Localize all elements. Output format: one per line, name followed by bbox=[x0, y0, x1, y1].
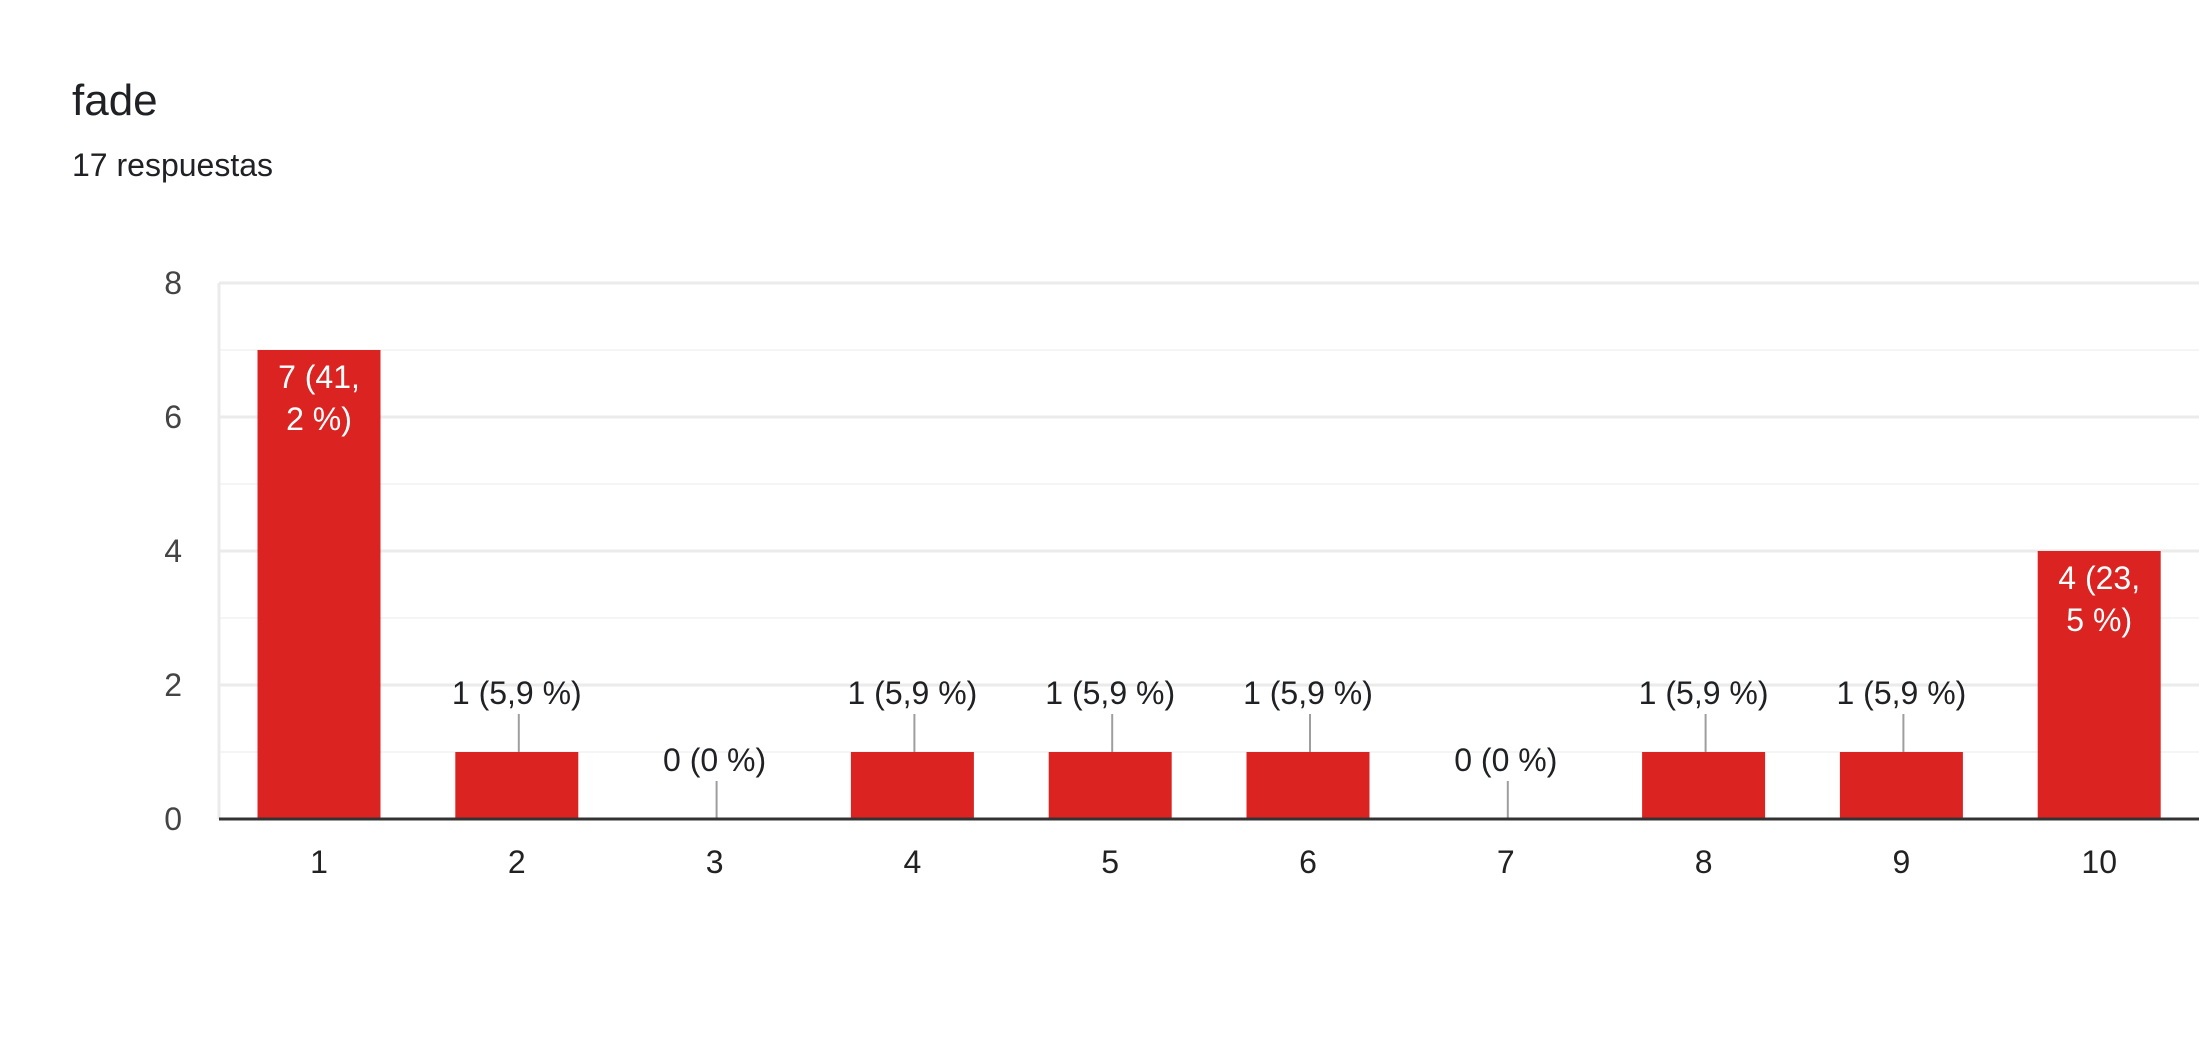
bar bbox=[1246, 752, 1370, 819]
bar-data-label: 1 (5,9 %) bbox=[847, 675, 977, 711]
bar bbox=[1048, 752, 1172, 819]
bar-data-label: 4 (23, 5 %) bbox=[2058, 560, 2140, 638]
x-tick-label: 2 bbox=[508, 844, 526, 880]
bar-data-label: 1 (5,9 %) bbox=[1836, 675, 1966, 711]
bar bbox=[455, 752, 579, 819]
x-tick-label: 7 bbox=[1497, 844, 1515, 880]
y-tick-label: 0 bbox=[164, 801, 182, 837]
x-tick-label: 5 bbox=[1101, 844, 1119, 880]
y-tick-label: 8 bbox=[164, 265, 182, 301]
bar-data-label: 1 (5,9 %) bbox=[1639, 675, 1769, 711]
bar bbox=[850, 752, 974, 819]
x-tick-label: 3 bbox=[706, 844, 724, 880]
bar-data-label: 1 (5,9 %) bbox=[1045, 675, 1175, 711]
x-tick-label: 9 bbox=[1893, 844, 1911, 880]
bar bbox=[2037, 551, 2161, 819]
y-tick-label: 2 bbox=[164, 667, 182, 703]
bar bbox=[1839, 752, 1963, 819]
y-tick-label: 6 bbox=[164, 399, 182, 435]
x-tick-label: 1 bbox=[310, 844, 328, 880]
y-tick-label: 4 bbox=[164, 533, 182, 569]
response-count: 17 respuestas bbox=[72, 147, 274, 183]
question-title: fade bbox=[72, 76, 158, 125]
bar-data-label: 7 (41, 2 %) bbox=[278, 359, 360, 437]
bar-data-label: 0 (0 %) bbox=[663, 742, 766, 778]
x-tick-label: 6 bbox=[1299, 844, 1317, 880]
bar-data-label: 1 (5,9 %) bbox=[1243, 675, 1373, 711]
bar bbox=[257, 350, 381, 819]
x-tick-label: 10 bbox=[2081, 844, 2117, 880]
bar bbox=[1642, 752, 1766, 819]
bar-data-label: 0 (0 %) bbox=[1454, 742, 1557, 778]
bar-data-label: 1 (5,9 %) bbox=[452, 675, 582, 711]
x-tick-label: 4 bbox=[904, 844, 922, 880]
x-tick-label: 8 bbox=[1695, 844, 1713, 880]
